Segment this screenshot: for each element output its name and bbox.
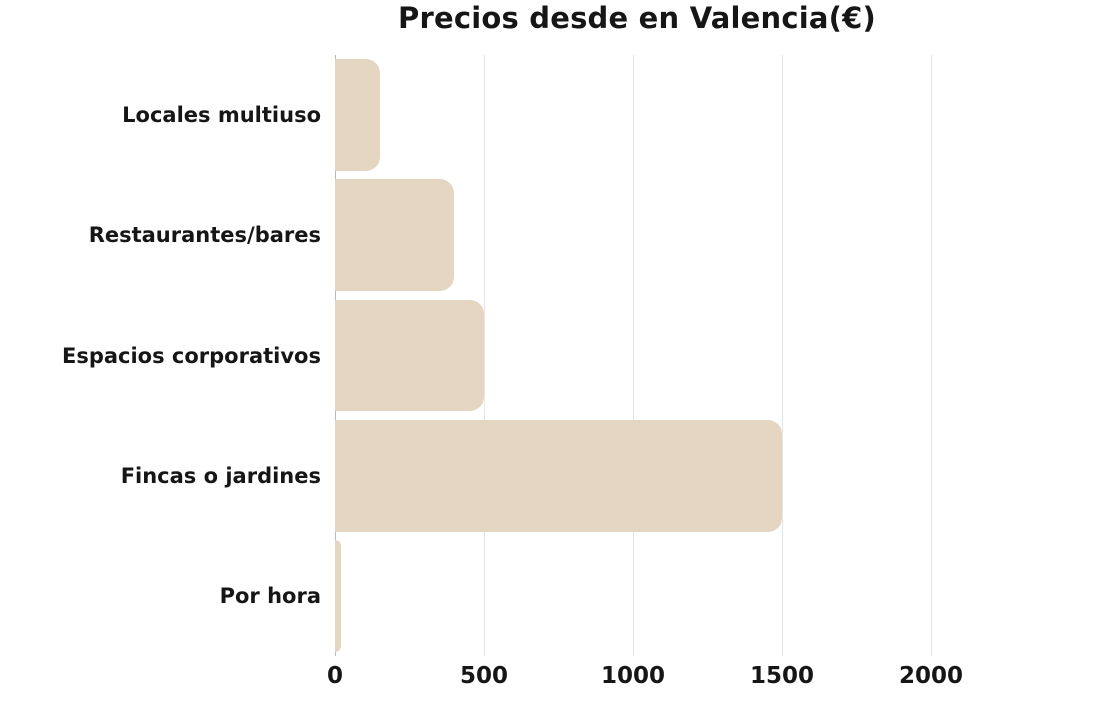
bar-row: Locales multiuso	[0, 55, 1080, 175]
bar-track	[335, 175, 1080, 295]
bar-por-hora	[335, 540, 341, 652]
category-label: Locales multiuso	[122, 103, 321, 128]
gridline-500	[484, 55, 485, 656]
bar-rows: Locales multiuso Restaurantes/bares Espaci…	[0, 55, 1080, 656]
x-tick-label: 1000	[600, 663, 666, 689]
bar-track	[335, 416, 1080, 536]
x-tick-label: 500	[459, 663, 509, 689]
bar-row: Restaurantes/bares	[0, 175, 1080, 295]
x-tick-label: 0	[326, 663, 344, 689]
category-label: Restaurantes/bares	[88, 223, 321, 248]
bar-row: Espacios corporativos	[0, 295, 1080, 415]
category-label: Por hora	[219, 583, 321, 608]
bar-track	[335, 295, 1080, 415]
gridline-2000	[931, 55, 932, 656]
chart-title: Precios desde en Valencia(€)	[398, 1, 876, 35]
bar-row: Fincas o jardines	[0, 416, 1080, 536]
bar-track	[335, 536, 1080, 656]
category-label: Espacios corporativos	[61, 343, 321, 368]
gridline-1500	[782, 55, 783, 656]
category-label: Fincas o jardines	[120, 463, 321, 488]
bar-espacios-corporativos	[335, 299, 484, 412]
bar-locales-multiuso	[335, 59, 380, 171]
bar-track	[335, 55, 1080, 175]
bar-row: Por hora	[0, 536, 1080, 656]
plot-area: Locales multiuso Restaurantes/bares Espaci…	[0, 55, 1095, 656]
x-tick-label: 2000	[898, 663, 964, 689]
x-axis-tick-labels: 0 500 1000 1500 2000	[327, 663, 1080, 699]
bar-restaurantes-bares	[335, 179, 455, 292]
bar-fincas-o-jardines	[335, 419, 782, 532]
gridline-1000	[633, 55, 634, 656]
x-tick-label: 1500	[749, 663, 815, 689]
